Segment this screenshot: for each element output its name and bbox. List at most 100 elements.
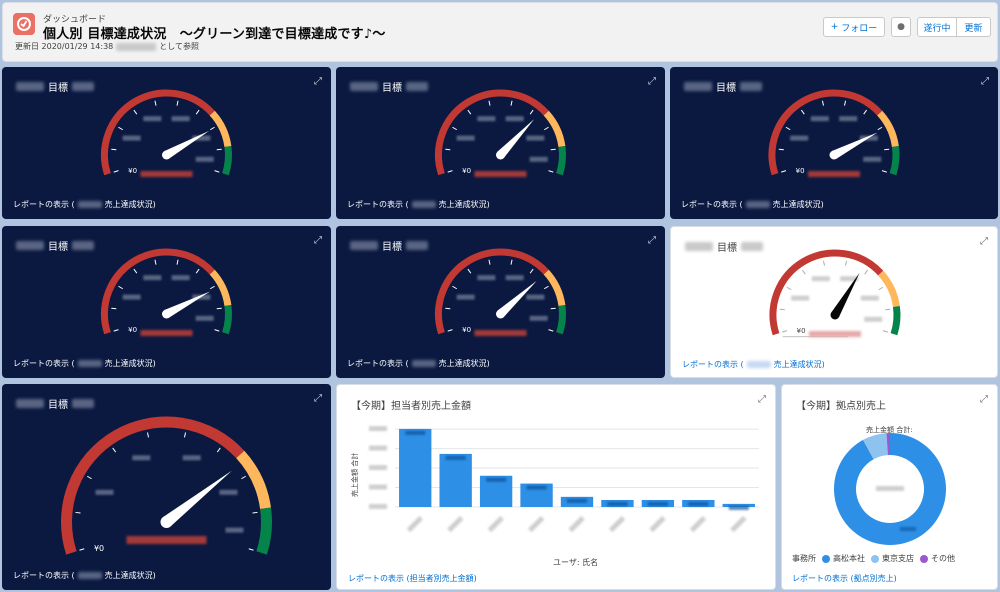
legend-item: その他 <box>920 553 955 564</box>
person-name-redacted <box>350 241 378 250</box>
expand-icon[interactable]: ⤢ <box>314 235 322 246</box>
gauge-report-link[interactable]: レポートの表示 (売上達成状況) <box>13 199 156 210</box>
gauge-tick <box>452 126 458 131</box>
donut-chart-report-link[interactable]: レポートの表示 (拠点別売上) <box>792 574 897 583</box>
expand-icon[interactable]: ⤢ <box>758 394 766 405</box>
x-tick-label-redacted <box>447 515 464 533</box>
dashboard-header: ダッシュボード 個人別 目標達成状況 ～グリーン到達で目標達成です♪～ 更新日 … <box>2 2 998 62</box>
gauge-tick <box>75 511 81 514</box>
report-link-prefix: レポートの表示 ( <box>347 200 409 209</box>
person-name-redacted <box>411 360 436 367</box>
updated-date: 更新日 2020/01/29 14:38 <box>15 42 114 51</box>
gauge-dial: ¥0 <box>768 89 900 177</box>
gauge-report-link[interactable]: レポートの表示 (売上達成状況) <box>13 570 156 581</box>
bar-chart-report-link[interactable]: レポートの表示 (担当者別売上金額) <box>348 574 477 583</box>
gauge-tick <box>786 286 792 291</box>
gauge-title: 目標 <box>16 79 94 94</box>
gauge-tick <box>878 286 884 291</box>
gauge-tick <box>216 307 222 310</box>
expand-icon[interactable]: ⤢ <box>648 76 656 87</box>
person-name-redacted <box>16 241 44 250</box>
gauge-tick <box>214 170 220 173</box>
gauge-tick <box>467 109 472 115</box>
gauge-title: 目標 <box>16 396 94 411</box>
follow-button[interactable]: + フォロー <box>823 17 885 37</box>
gauge-green-band <box>890 305 901 336</box>
gauge-title-label: 目標 <box>48 83 68 94</box>
gauge-tick <box>885 308 891 311</box>
gauge-tick <box>785 126 791 131</box>
bar[interactable] <box>399 428 432 507</box>
gauge-needle-hub <box>829 150 839 160</box>
running-button[interactable]: 遂行中 <box>917 17 957 37</box>
tick-label-redacted <box>526 294 545 300</box>
gauge-title-label: 目標 <box>382 83 402 94</box>
donut-slice[interactable] <box>834 433 946 545</box>
gauge-report-link[interactable]: レポートの表示 (売上達成状況) <box>13 358 156 369</box>
person-name-redacted <box>411 201 436 208</box>
gauge-tick <box>779 308 785 311</box>
person-name-redacted <box>350 82 378 91</box>
gauge-card: 目標 ⤢ ¥0 レポートの表示 (売上達成状況) <box>336 226 665 378</box>
donut-slice[interactable] <box>863 433 888 460</box>
person-name-redacted <box>77 572 102 579</box>
tick-label-redacted <box>171 275 190 281</box>
gauge-needle <box>164 130 210 159</box>
report-link-suffix: 売上達成状況) <box>104 359 156 368</box>
gauge-report-link[interactable]: レポートの表示 (売上達成状況) <box>682 359 825 370</box>
gauge-report-link[interactable]: レポートの表示 (売上達成状況) <box>347 199 490 210</box>
tick-label-redacted <box>864 316 883 322</box>
subscribe-button[interactable]: ● <box>891 17 911 37</box>
gauge-tick <box>176 259 179 265</box>
gauge-tick <box>781 170 787 173</box>
gauge-amber-band <box>543 110 566 148</box>
tick-label-redacted <box>225 527 244 533</box>
updated-info: 更新日 2020/01/29 14:38 として参照 <box>15 41 199 52</box>
gauge-tick <box>112 447 117 453</box>
expand-icon[interactable]: ⤢ <box>314 393 322 404</box>
gauge-report-link[interactable]: レポートの表示 (売上達成状況) <box>681 199 824 210</box>
expand-icon[interactable]: ⤢ <box>648 235 656 246</box>
bar-value-redacted <box>567 498 587 503</box>
gauge-green-band <box>222 145 232 176</box>
tick-label-redacted <box>192 135 211 141</box>
tick-label-redacted <box>505 116 524 122</box>
tick-label-redacted <box>477 275 496 281</box>
tick-label-redacted <box>195 156 214 162</box>
gauge-card: 目標 ⤢ ¥0 レポートの表示 (売上達成状況) <box>336 67 665 219</box>
gauge-tick <box>111 148 117 151</box>
donut-slice[interactable] <box>886 433 890 456</box>
gauge-dial: ¥0 <box>435 89 566 177</box>
expand-icon[interactable]: ⤢ <box>980 394 988 405</box>
refresh-button[interactable]: 更新 <box>957 17 991 37</box>
tick-label-redacted <box>192 294 211 300</box>
gauge-dial: ¥0 <box>101 89 232 177</box>
gauge-tick <box>529 268 534 274</box>
gauge-tick <box>183 432 187 438</box>
gauge-tick <box>445 307 451 310</box>
gauge-title: 目標 <box>350 79 428 94</box>
gauge-needle-hub <box>496 150 505 160</box>
gauge-tick <box>113 170 119 173</box>
expand-icon[interactable]: ⤢ <box>980 236 988 247</box>
bar[interactable] <box>722 503 755 507</box>
person-name-redacted <box>745 201 770 208</box>
gauge-title-label: 目標 <box>48 242 68 253</box>
gauge-green-band <box>222 304 232 335</box>
person-name-redacted <box>746 361 771 368</box>
expand-icon[interactable]: ⤢ <box>981 76 989 87</box>
gauge-needle <box>497 280 537 318</box>
gauge-report-link[interactable]: レポートの表示 (売上達成状況) <box>347 358 490 369</box>
bar-value-redacted <box>405 430 426 435</box>
gauge-card: 目標 ⤢ ¥0 レポートの表示 (売上達成状況) <box>670 67 998 219</box>
person-name-redacted <box>16 399 44 408</box>
gauge-card-large: 目標 ⤢ ¥0 レポートの表示 (売上達成状況) <box>2 384 331 590</box>
target-redacted <box>72 241 94 250</box>
gauge-tick <box>133 268 138 274</box>
report-link-prefix: レポートの表示 ( <box>682 360 744 369</box>
gauge-tick <box>548 170 554 173</box>
tick-label-redacted <box>122 135 141 141</box>
expand-icon[interactable]: ⤢ <box>314 76 322 87</box>
bar[interactable] <box>439 453 472 507</box>
gauge-tick <box>550 148 556 151</box>
